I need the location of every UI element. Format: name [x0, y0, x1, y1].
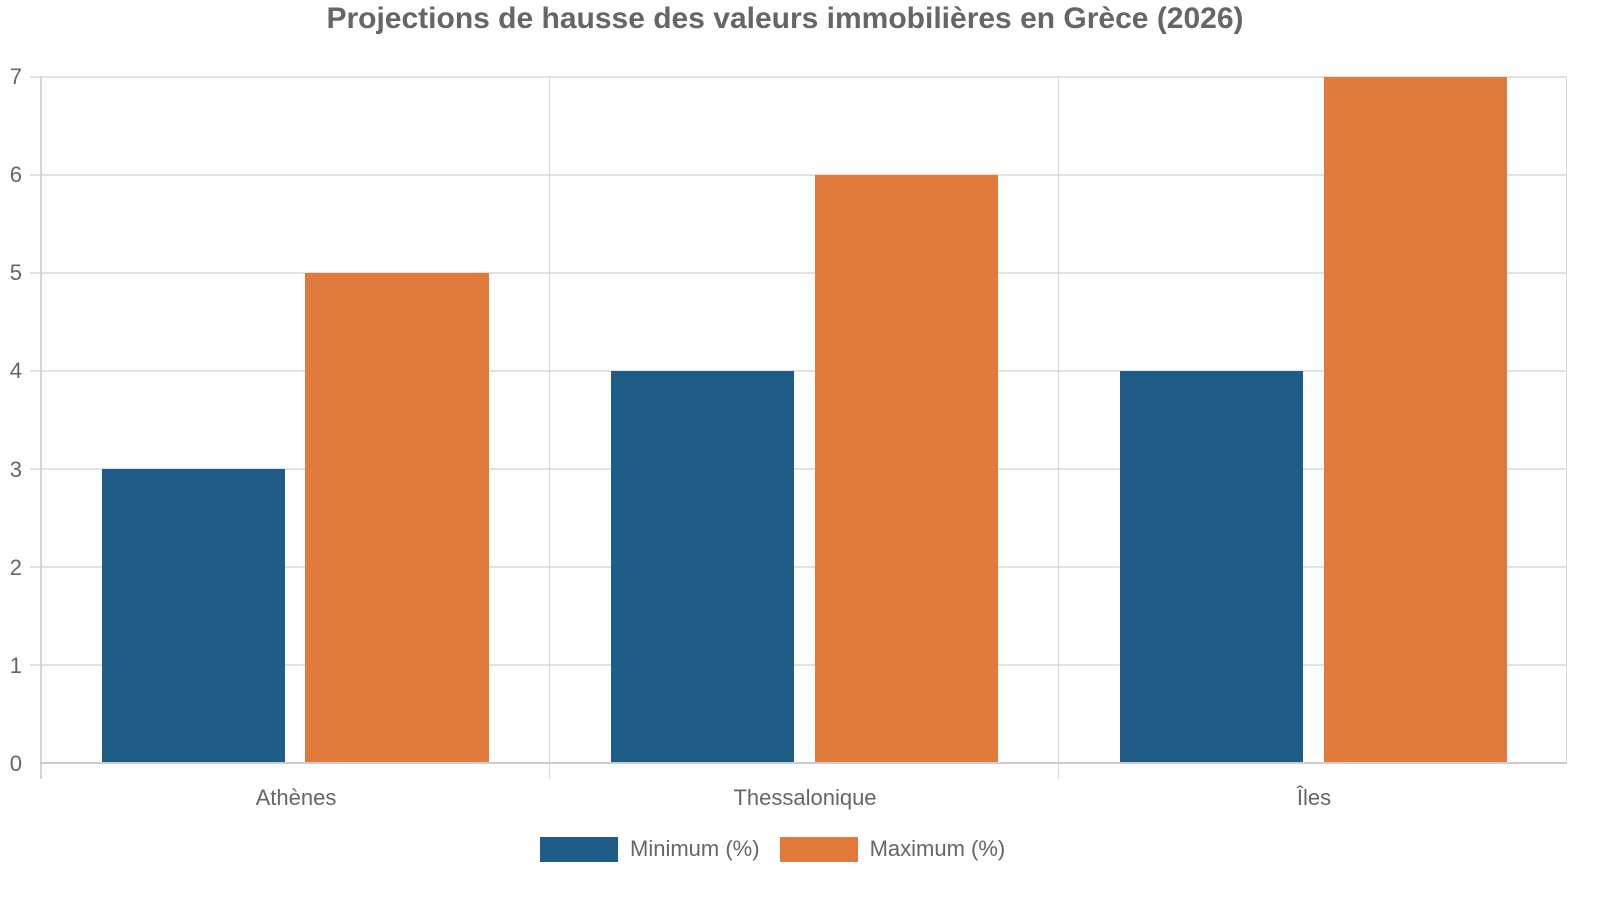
legend-item-maximum[interactable]: Maximum (%) [779, 836, 1006, 862]
gridline [30, 272, 1567, 274]
y-tick-4: 4 [9, 358, 22, 383]
y-tick-5: 5 [9, 260, 22, 285]
bar-athenes-minimum[interactable] [102, 469, 285, 763]
x-axis [40, 762, 1567, 764]
chart-title: Projections de hausse des valeurs immobi… [326, 2, 1244, 35]
category-divider [1058, 76, 1059, 779]
y-tick-3: 3 [9, 457, 22, 482]
bar-thessalonique-maximum[interactable] [815, 175, 998, 763]
legend-label-minimum: Minimum (%) [630, 836, 760, 861]
y-tick-6: 6 [9, 162, 22, 187]
gridline [30, 370, 1567, 372]
y-axis [40, 76, 42, 779]
y-tick-0: 0 [9, 751, 22, 776]
x-tick-athenes: Athènes [255, 785, 337, 810]
plot-area [30, 76, 1567, 779]
y-tick-7: 7 [9, 64, 22, 89]
bar-athenes-maximum[interactable] [305, 273, 489, 763]
x-tick-iles: Îles [1296, 785, 1332, 810]
bar-iles-minimum[interactable] [1120, 371, 1303, 763]
y-tick-2: 2 [9, 555, 22, 580]
gridline [30, 174, 1567, 176]
gridline [30, 566, 1567, 568]
gridline [30, 468, 1567, 470]
category-divider [549, 76, 550, 779]
bar-thessalonique-minimum[interactable] [611, 371, 794, 763]
legend-swatch-minimum [540, 836, 618, 862]
plot-right-edge [1566, 76, 1567, 762]
gridline [30, 664, 1567, 666]
bar-iles-maximum[interactable] [1324, 77, 1507, 763]
gridline [30, 76, 1567, 78]
y-tick-1: 1 [9, 653, 22, 678]
x-tick-thessalonique: Thessalonique [733, 785, 877, 810]
legend-swatch-maximum [779, 836, 858, 862]
legend-label-maximum: Maximum (%) [869, 836, 1006, 861]
legend: Minimum (%) Maximum (%) [540, 836, 1025, 862]
legend-item-minimum[interactable]: Minimum (%) [540, 836, 760, 862]
